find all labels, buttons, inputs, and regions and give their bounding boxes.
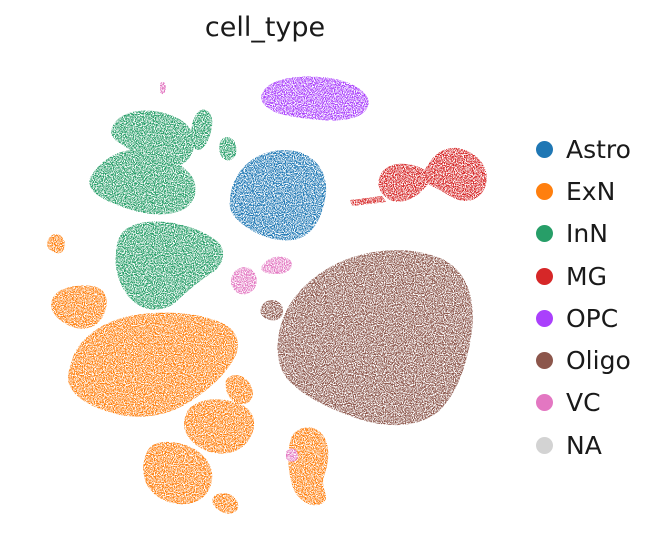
legend-item-vc: VC <box>536 382 631 424</box>
legend-label: Oligo <box>566 346 631 376</box>
legend-item-exn: ExN <box>536 170 631 212</box>
cluster-oligo <box>277 250 473 426</box>
legend-item-inn: InN <box>536 213 631 255</box>
cluster-exn <box>47 234 66 254</box>
legend: Astro ExN InN MG OPC Oligo VC NA <box>536 128 631 466</box>
legend-marker <box>536 140 553 158</box>
legend-marker <box>536 267 553 285</box>
legend-marker <box>536 352 553 370</box>
cluster-exn <box>184 399 255 454</box>
cluster-vc <box>230 267 257 295</box>
cluster-inn <box>219 137 237 161</box>
legend-label: OPC <box>566 303 619 333</box>
legend-label: VC <box>566 388 601 418</box>
cluster-exn <box>288 427 329 506</box>
cluster-opc <box>261 76 369 121</box>
legend-item-oligo: Oligo <box>536 339 631 381</box>
legend-item-opc: OPC <box>536 297 631 339</box>
chart-title: cell_type <box>204 12 326 43</box>
legend-label: MG <box>566 261 607 291</box>
cluster-exn <box>51 285 107 329</box>
cluster-inn <box>191 109 213 150</box>
cluster-vc <box>160 81 166 95</box>
legend-item-mg: MG <box>536 255 631 297</box>
cluster-exn <box>143 441 213 505</box>
cluster-exn <box>212 493 239 514</box>
legend-marker <box>536 436 553 454</box>
legend-item-na: NA <box>536 424 631 466</box>
legend-marker <box>536 182 553 200</box>
legend-label: Astro <box>566 134 631 164</box>
cluster-mg <box>350 196 386 206</box>
cluster-astro <box>229 150 327 241</box>
cluster-vc <box>261 256 293 274</box>
cluster-exn <box>225 375 253 404</box>
cluster-inn <box>111 110 195 167</box>
legend-item-astro: Astro <box>536 128 631 170</box>
cluster-exn <box>68 312 238 417</box>
cluster-oligo <box>260 300 284 321</box>
legend-marker <box>536 309 553 327</box>
cluster-inn <box>115 221 224 310</box>
cluster-mg <box>378 147 487 202</box>
legend-label: NA <box>566 430 602 460</box>
cluster-vc <box>286 448 298 462</box>
legend-marker <box>536 394 553 412</box>
legend-marker <box>536 225 553 243</box>
legend-label: ExN <box>566 176 616 206</box>
legend-label: InN <box>566 219 608 249</box>
